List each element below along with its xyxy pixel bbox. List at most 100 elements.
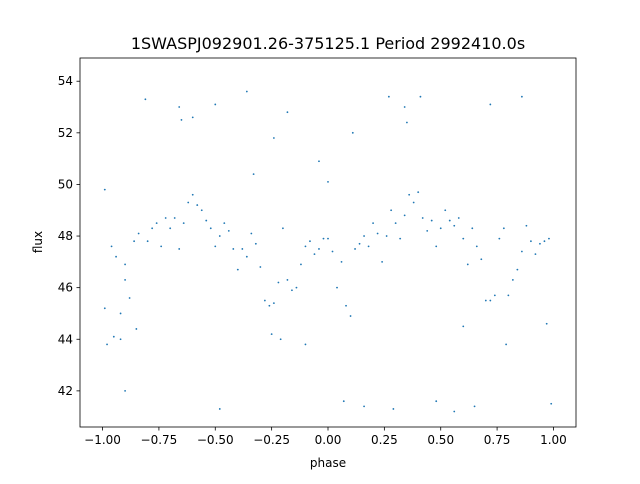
data-point [196,204,199,206]
scatter-points [103,90,553,413]
data-point [520,250,523,253]
data-point [173,217,176,219]
data-point [304,343,307,346]
data-point [133,240,136,243]
data-point [223,222,226,225]
data-point [309,240,311,243]
data-point [313,253,316,256]
data-point [453,224,456,227]
data-point [135,328,138,330]
data-point [372,222,374,225]
data-point [444,209,447,212]
data-point [484,299,487,302]
data-point [403,214,406,217]
y-tick-label: 48 [58,229,73,243]
data-point [252,173,255,176]
data-point [392,408,395,410]
chart-title: 1SWASPJ092901.26-375125.1 Period 2992410… [131,34,525,53]
data-point [128,297,131,299]
data-point [545,322,548,325]
data-point [327,237,329,240]
data-point [205,219,208,222]
data-point [182,222,185,225]
plot-frame [79,57,577,428]
data-point [214,245,217,248]
data-point [412,201,415,204]
data-point [419,95,422,98]
data-point [259,266,262,268]
y-tick-label: 52 [58,126,73,140]
data-point [124,263,126,266]
y-axis-label: flux [31,231,45,253]
data-point [345,304,347,307]
x-tick-label: 0.50 [427,433,454,447]
data-point [291,289,293,292]
data-point [106,343,108,346]
data-point [115,255,117,258]
data-point [227,229,230,232]
data-point [209,227,212,230]
data-point [286,111,289,114]
x-tick-label: 0.25 [371,433,398,447]
data-point [272,302,275,305]
data-point [295,286,298,289]
data-point [354,248,356,250]
data-point [124,279,126,281]
data-point [151,227,154,230]
data-point [406,121,408,124]
data-point [387,95,390,98]
data-point [417,191,420,194]
data-point [358,242,361,245]
data-point [408,193,411,196]
data-point [534,253,537,256]
data-point [272,137,275,139]
data-point [462,325,465,328]
data-point [439,227,442,230]
data-point [351,131,354,134]
data-point [254,242,257,245]
data-point [160,245,163,248]
data-point [241,248,244,250]
data-point [318,248,320,250]
data-point [539,242,541,245]
data-point [300,263,302,266]
data-point [385,235,388,237]
data-point [403,106,406,108]
data-point [200,209,203,212]
x-tick-label: −0.50 [197,433,234,447]
data-point [342,400,345,403]
y-tick-label: 54 [58,74,73,88]
data-point [336,286,338,289]
data-point [164,217,167,219]
data-point [245,255,248,258]
data-point [286,279,289,281]
data-point [480,258,483,261]
data-point [505,343,508,346]
data-point [340,260,343,263]
x-tick-label: 0.00 [315,433,342,447]
data-point [498,237,501,240]
data-point [462,237,465,240]
data-point [349,315,352,317]
data-point [520,95,523,98]
data-point [250,232,253,235]
data-point [390,209,393,212]
data-point [376,232,379,235]
data-point [367,245,370,248]
data-point [245,90,248,93]
data-point [530,240,532,243]
x-tick-label: −0.75 [141,433,178,447]
data-point [180,119,183,121]
data-point [435,400,438,403]
x-tick-label: 0.75 [484,433,511,447]
data-point [475,245,478,248]
data-point [137,232,140,235]
x-tick-label: 1.00 [540,433,567,447]
data-point [489,103,492,106]
data-point [178,106,181,108]
x-axis-ticks: −1.00 −0.75 −0.50 −0.25 0.00 0.25 0.50 0.75 1.00 [84,427,567,447]
data-point [471,227,474,230]
data-point [218,235,221,237]
data-point [144,98,147,101]
